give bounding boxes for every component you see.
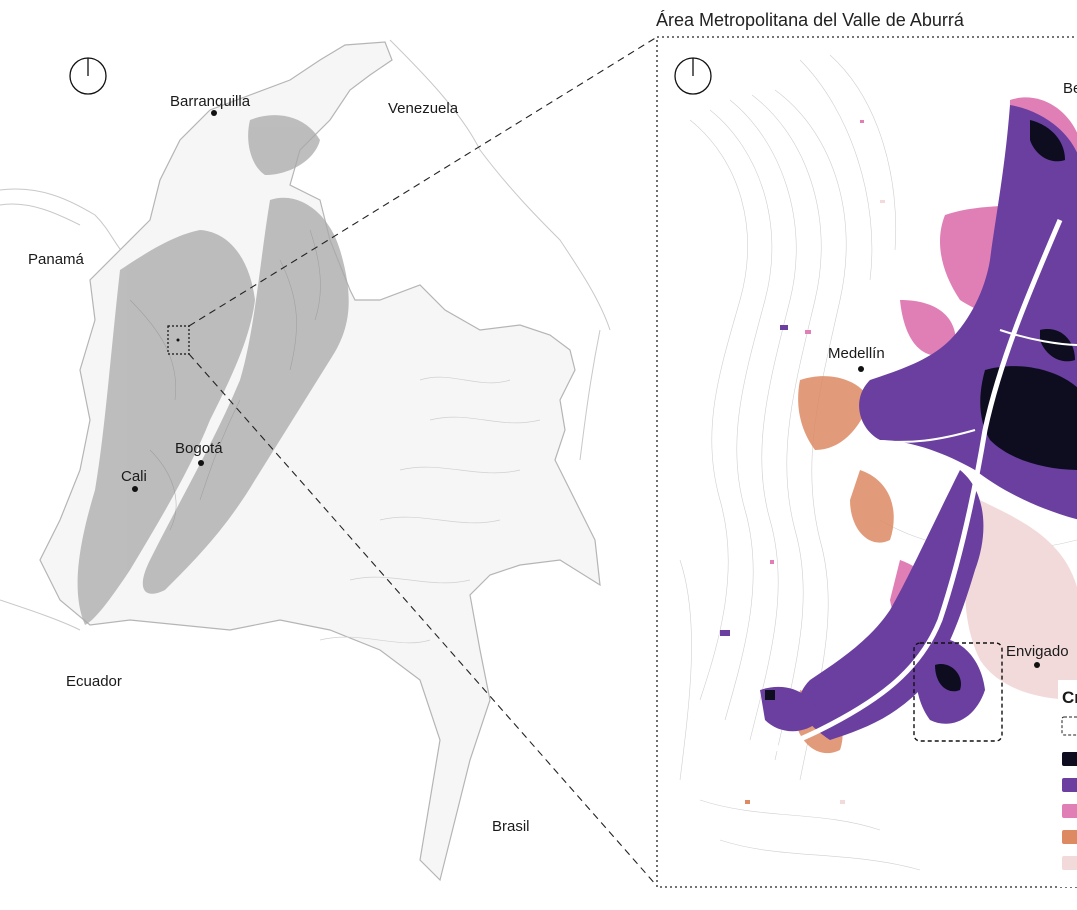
city-dot-cali (132, 486, 138, 492)
city-dot-medellin (858, 366, 864, 372)
inset-connectors (188, 36, 658, 887)
colombia-map: Barranquilla Bogotá Cali Venezuela Panam… (0, 39, 611, 882)
panel-title: Área Metropolitana del Valle de Aburrá (656, 10, 964, 30)
legend-swatch-5 (1062, 856, 1077, 870)
country-label-ecuador: Ecuador (66, 673, 122, 690)
country-label-panama: Panamá (28, 251, 85, 268)
city-label-barranquilla: Barranquilla (170, 93, 251, 110)
city-dot-envigado (1034, 662, 1040, 668)
inset-box-envigado[interactable] (913, 642, 1003, 742)
legend: Cr (1058, 680, 1077, 887)
neighbor-outlines (0, 39, 611, 631)
aburra-map: Medellín Envigado Be Cr (656, 36, 1077, 888)
legend-swatch-4 (1062, 830, 1077, 844)
legend-swatch-3 (1062, 804, 1077, 818)
scattered-settlements (720, 120, 885, 804)
city-dot-medellin-left (176, 338, 180, 342)
relief-texture (129, 229, 321, 531)
country-label-brasil: Brasil (492, 818, 530, 835)
inset-box-small[interactable] (167, 325, 190, 355)
city-label-bello-partial: Be (1063, 80, 1077, 97)
city-label-envigado: Envigado (1006, 643, 1069, 660)
country-label-venezuela: Venezuela (388, 100, 459, 117)
legend-swatch-boundary (1061, 716, 1077, 736)
city-label-bogota: Bogotá (175, 440, 223, 457)
city-dot-barranquilla (211, 110, 217, 116)
city-label-cali: Cali (121, 468, 147, 485)
andes-relief (77, 115, 349, 625)
north-arrow-icon-right (674, 57, 712, 95)
urban-fabric (748, 97, 1077, 763)
city-label-medellin: Medellín (828, 345, 885, 362)
legend-swatch-1 (1062, 752, 1077, 766)
legend-title: Cr (1062, 688, 1077, 707)
city-dot-bogota (198, 460, 204, 466)
north-arrow-icon (69, 57, 107, 95)
plains-texture (319, 376, 541, 644)
legend-swatch-2 (1062, 778, 1077, 792)
